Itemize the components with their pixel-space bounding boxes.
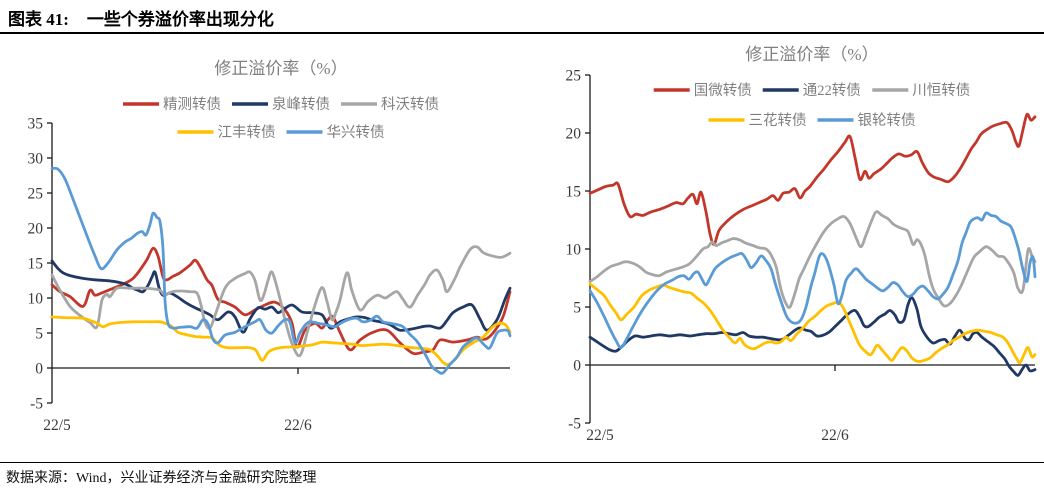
- y-tick-label: 15: [566, 183, 582, 200]
- chart-title: 修正溢价率（%）: [745, 45, 878, 64]
- y-tick-label: 35: [28, 115, 44, 132]
- y-tick-label: 0: [35, 360, 43, 377]
- legend-label: 华兴转债: [327, 124, 385, 141]
- x-axis: 22/5 22/6: [43, 367, 510, 434]
- legend-label: 国微转债: [694, 82, 752, 99]
- y-axis: -5 0 5 10 15 20 25 30 35: [28, 115, 53, 412]
- chart-title: 修正溢价率（%）: [214, 59, 347, 78]
- legend-item: 华兴转债: [286, 124, 385, 141]
- series-line-4: [588, 282, 1037, 365]
- legend-item: 川恒转债: [872, 82, 970, 99]
- y-tick-label: 10: [28, 290, 44, 307]
- legend-label: 通22转债: [803, 82, 861, 99]
- y-axis: -5 0 5 10 15 20 25: [566, 67, 591, 432]
- figure-title-text: 一些个券溢价率出现分化: [86, 10, 274, 29]
- x-axis: 22/5 22/6: [586, 364, 1035, 444]
- y-tick-label: 0: [573, 357, 581, 374]
- legend-label: 银轮转债: [858, 112, 916, 129]
- legend-item: 江丰转债: [177, 124, 276, 141]
- y-tick-label: 15: [28, 255, 44, 272]
- y-tick-label: 25: [566, 67, 582, 84]
- series-lines: [50, 166, 512, 375]
- y-tick-label: 20: [566, 125, 582, 142]
- legend-label: 三花转债: [749, 112, 807, 129]
- legend-label: 精测转债: [163, 96, 221, 113]
- y-tick-label: 5: [573, 299, 581, 316]
- y-tick-label: 10: [566, 241, 582, 258]
- x-tick-label: 22/5: [43, 417, 71, 434]
- footer-rule: [0, 462, 1044, 463]
- legend-item: 三花转债: [708, 112, 807, 129]
- series-line-5: [50, 166, 512, 375]
- legend-item: 科沃转债: [341, 96, 439, 113]
- series-line-5: [588, 211, 1037, 349]
- x-tick-label: 22/6: [284, 417, 312, 434]
- figure-number-label: 图表 41:: [8, 10, 69, 29]
- figure-header: 图表 41: 一些个券溢价率出现分化: [0, 0, 1044, 33]
- series-line-3: [588, 210, 1037, 309]
- y-tick-label: -5: [30, 395, 43, 412]
- legend-item: 泉峰转债: [232, 96, 330, 113]
- legend-label: 泉峰转债: [272, 96, 330, 113]
- legend-label: 江丰转债: [218, 124, 276, 141]
- legend-item: 国微转债: [653, 82, 752, 99]
- legend-item: 通22转债: [762, 82, 861, 99]
- series-line-1: [588, 112, 1037, 246]
- y-tick-label: -5: [568, 415, 581, 432]
- series-line-2: [588, 296, 1037, 377]
- series-line-3: [50, 245, 512, 358]
- y-tick-label: 5: [35, 325, 43, 342]
- x-tick-label: 22/6: [821, 427, 849, 444]
- y-tick-label: 25: [28, 185, 44, 202]
- legend-label: 川恒转债: [912, 82, 970, 99]
- legend-item: 精测转债: [123, 96, 221, 113]
- figure-title: 图表 41: 一些个券溢价率出现分化: [8, 5, 274, 30]
- legend-item: 银轮转债: [817, 112, 916, 129]
- y-tick-label: 30: [28, 150, 44, 167]
- header-rule: [0, 32, 1044, 34]
- series-line-4: [50, 315, 512, 367]
- legend-label: 科沃转债: [381, 96, 439, 113]
- data-source-note: 数据来源：Wind，兴业证券经济与金融研究院整理: [6, 471, 317, 486]
- series-lines: [588, 112, 1037, 377]
- x-tick-label: 22/5: [586, 427, 614, 444]
- y-tick-label: 20: [28, 220, 44, 237]
